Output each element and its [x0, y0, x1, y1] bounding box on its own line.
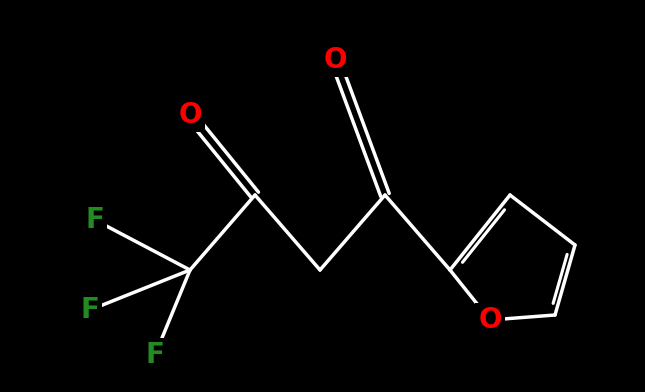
Text: F: F: [146, 341, 164, 369]
Text: O: O: [478, 306, 502, 334]
Text: O: O: [323, 46, 347, 74]
Text: O: O: [178, 101, 202, 129]
Text: F: F: [86, 206, 104, 234]
Text: F: F: [81, 296, 99, 324]
